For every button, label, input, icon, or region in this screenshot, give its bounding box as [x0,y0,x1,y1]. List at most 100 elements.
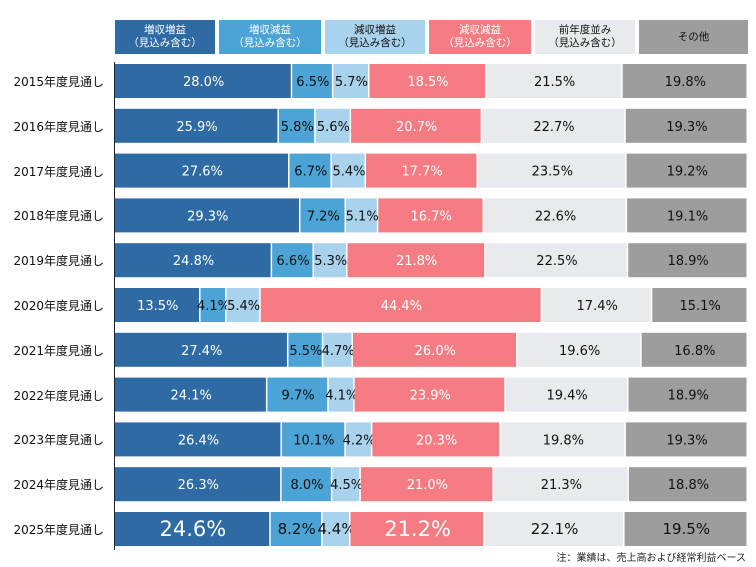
data-label: 10.1% [293,433,334,448]
category-label: 2018年度見通し [13,209,104,224]
category-label: 2020年度見通し [13,299,104,313]
bar-segment [622,64,747,98]
data-label: 18.5% [407,75,448,90]
bar-segment [288,332,322,367]
data-label: 19.8% [543,433,584,448]
data-label: 13.5% [137,299,178,314]
data-label: 4.1% [197,299,230,314]
data-label: 17.7% [401,165,442,180]
bar-segment [347,243,485,278]
data-label: 4.7% [322,344,355,359]
data-label: 19.5% [662,520,710,538]
bar-segment [331,153,365,188]
bar-segment [267,377,328,412]
data-label: 6.5% [296,75,329,90]
category-label: 2025年度見通し [13,523,104,537]
bar-segment [366,153,477,188]
data-label: 17.4% [577,299,618,314]
data-label: 26.0% [415,344,456,359]
data-label: 22.5% [536,254,577,269]
bar-segment [278,108,315,143]
data-label: 4.4% [317,520,355,538]
data-label: 5.5% [289,344,322,359]
bar-segment [354,377,505,412]
bar-segment [641,332,747,367]
bar-segment [270,512,322,546]
category-label: 2021年度見通し [13,343,104,358]
data-label: 6.6% [277,254,310,269]
data-label: 5.3% [314,254,347,269]
bar-segment [323,332,352,367]
data-label: 8.2% [278,520,316,538]
bar-segment [115,377,266,412]
legend-item: その他 [639,20,748,54]
category-label: 2022年度見通し [13,388,104,403]
bar-segment [115,64,291,98]
data-label: 21.5% [534,75,575,90]
bar-segment [300,198,345,233]
bar-segment [115,422,281,457]
legend-item: 増収増益 （見込み含む） [115,20,215,54]
bar-segment [281,422,345,457]
data-label: 19.3% [666,433,707,448]
bar-segment [372,422,500,457]
data-label: 21.2% [384,517,451,541]
data-label: 27.4% [181,344,222,359]
data-label: 4.2% [343,433,376,448]
data-label: 8.0% [290,478,323,493]
category-label: 2023年度見通し [13,433,104,448]
legend-item: 増収減益 （見込み含む） [219,20,321,54]
data-label: 20.7% [396,120,437,135]
footnote: 注：業績は、売上高および経常利益ベース [556,553,747,564]
bar-segment [505,377,627,412]
category-axis-line [114,62,115,550]
data-label: 18.9% [667,254,708,269]
bar-segment [484,512,624,546]
bar-segment [500,422,625,457]
bar-segment [313,243,347,278]
bar-segment [624,512,747,546]
bar-segment [626,153,747,188]
data-label: 5.1% [346,209,379,224]
data-label: 19.3% [666,120,707,135]
data-label: 9.7% [282,389,315,404]
bar-segment [628,467,747,502]
category-label: 2016年度見通し [13,119,104,134]
bar-segment [115,332,287,367]
data-label: 25.9% [176,120,217,135]
bar-segment [517,332,641,367]
bar-segment [625,422,747,457]
bar-segment [485,243,627,278]
bar-segment [115,467,281,502]
data-label: 22.7% [533,120,574,135]
data-label: 26.4% [178,433,219,448]
data-label: 21.8% [396,254,437,269]
bar-segment [493,467,628,502]
data-label: 4.1% [325,389,358,404]
bar-segment [115,512,270,546]
data-label: 21.3% [541,478,582,493]
data-label: 15.1% [680,299,721,314]
bar-segment [625,108,747,143]
data-label: 22.6% [535,209,576,224]
bar-segment [477,153,626,188]
bar-segment [345,422,371,457]
data-label: 19.2% [667,165,708,180]
bar-segment [350,512,484,546]
data-label: 7.2% [307,209,340,224]
data-label: 24.1% [171,389,212,404]
bar-segment [292,64,332,98]
category-label: 2015年度見通し [13,75,104,89]
bar-segment [115,108,278,143]
data-label: 44.4% [381,299,422,314]
bar-segment [289,153,331,188]
category-label: 2019年度見通し [13,254,104,269]
bar-segment [369,64,486,98]
bar-segment [353,332,517,367]
bar-segment [315,108,350,143]
bar-segment [628,243,747,278]
data-label: 22.1% [531,520,579,538]
data-label: 19.1% [667,209,708,224]
data-label: 19.4% [546,389,587,404]
